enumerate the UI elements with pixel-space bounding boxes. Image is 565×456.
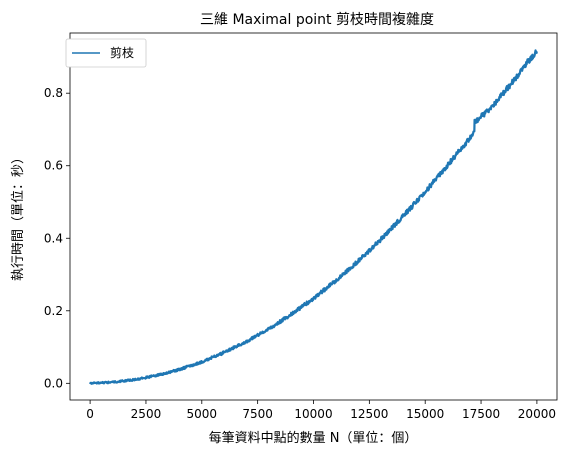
x-tick-label: 15000 [406, 407, 444, 421]
x-tick-label: 17500 [462, 407, 500, 421]
y-tick-label: 0.6 [44, 159, 63, 173]
plot-area [90, 50, 537, 384]
x-tick-label: 10000 [294, 407, 332, 421]
x-axis-ticks: 0 2500 5000 7500 10000 12500 15000 17500 20000 [86, 400, 556, 421]
chart-title: 三維 Maximal point 剪枝時間複雜度 [200, 11, 434, 28]
series-line-0 [90, 50, 537, 384]
x-tick-label: 7500 [242, 407, 273, 421]
y-axis-label: 執行時間（單位：秒） [10, 151, 26, 281]
legend-label: 剪枝 [110, 45, 134, 60]
axes-frame [70, 33, 557, 400]
x-tick-label: 12500 [350, 407, 388, 421]
legend: 剪枝 [66, 39, 146, 67]
x-tick-label: 2500 [131, 407, 162, 421]
y-tick-label: 0.0 [44, 376, 63, 390]
y-tick-label: 0.4 [44, 231, 63, 245]
y-axis-ticks: 0.0 0.2 0.4 0.6 0.8 [44, 86, 70, 390]
y-tick-label: 0.2 [44, 304, 63, 318]
x-axis-label: 每筆資料中點的數量 N（單位：個） [209, 430, 418, 446]
y-tick-label: 0.8 [44, 86, 63, 100]
x-tick-label: 20000 [518, 407, 556, 421]
x-tick-label: 0 [86, 407, 94, 421]
x-tick-label: 5000 [187, 407, 218, 421]
